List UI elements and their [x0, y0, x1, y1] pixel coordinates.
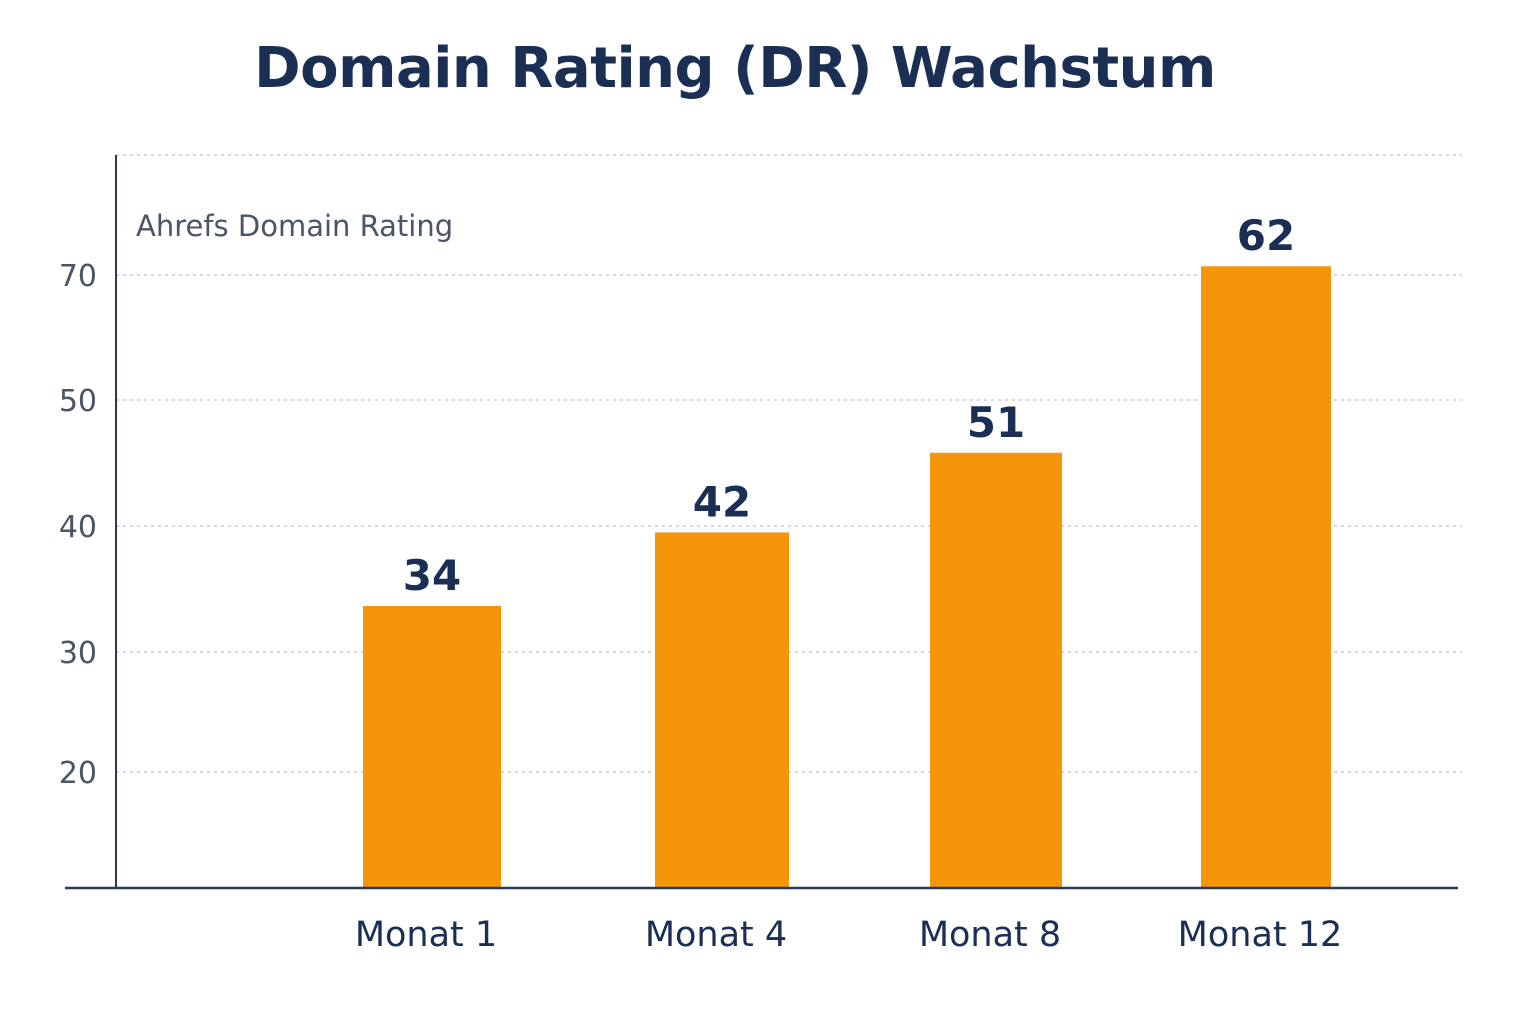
- category-label: Monat 12: [1178, 915, 1343, 955]
- y-tick-label: 20: [59, 756, 97, 791]
- y-tick-labels: 20 30 40 50 70: [59, 259, 97, 791]
- category-label: Monat 4: [645, 915, 787, 955]
- value-labels: 34 42 51 62: [403, 211, 1295, 600]
- y-tick-label: 50: [59, 384, 97, 419]
- y-tick-label: 40: [59, 510, 97, 545]
- y-axis-caption: Ahrefs Domain Rating: [136, 209, 453, 243]
- bars: [363, 266, 1331, 888]
- category-label: Monat 1: [355, 915, 497, 955]
- chart-title: Domain Rating (DR) Wachstum: [254, 36, 1216, 101]
- bar-4: [1201, 266, 1331, 888]
- value-label: 34: [403, 551, 461, 600]
- value-label: 51: [967, 398, 1025, 447]
- value-label: 42: [693, 477, 751, 526]
- bar-3: [930, 452, 1062, 888]
- category-labels: Monat 1 Monat 4 Monat 8 Monat 12: [355, 915, 1343, 955]
- y-tick-label: 30: [59, 636, 97, 671]
- bar-1: [363, 606, 501, 888]
- category-label: Monat 8: [919, 915, 1061, 955]
- bar-2: [655, 532, 789, 888]
- y-tick-label: 70: [59, 259, 97, 294]
- value-label: 62: [1237, 211, 1295, 260]
